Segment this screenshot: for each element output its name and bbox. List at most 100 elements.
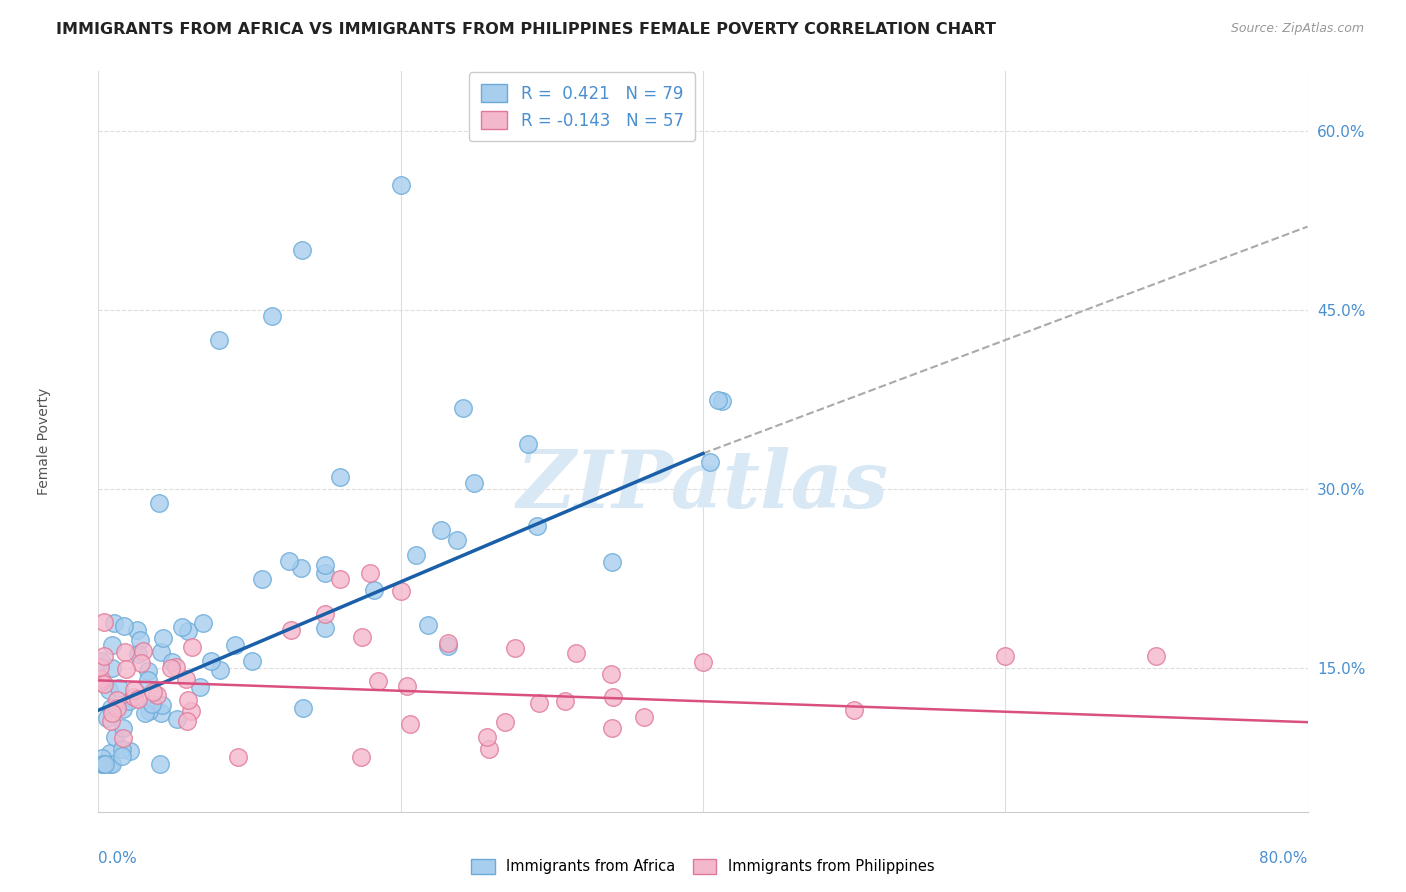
Point	[844, 703, 866, 717]
Point	[150, 698, 173, 712]
Point	[138, 704, 160, 718]
Point	[416, 617, 439, 632]
Point	[96, 711, 118, 725]
Point	[101, 638, 124, 652]
Point	[111, 749, 134, 764]
Point	[329, 572, 352, 586]
Point	[226, 749, 249, 764]
Point	[100, 706, 122, 721]
Point	[122, 690, 145, 704]
Point	[165, 660, 187, 674]
Point	[527, 696, 550, 710]
Point	[174, 673, 197, 687]
Point	[128, 633, 150, 648]
Point	[90, 654, 112, 668]
Point	[451, 401, 474, 416]
Point	[292, 701, 315, 715]
Point	[177, 624, 200, 638]
Point	[100, 714, 122, 728]
Point	[405, 548, 427, 562]
Point	[314, 566, 336, 581]
Point	[554, 693, 576, 707]
Point	[350, 749, 373, 764]
Point	[90, 675, 112, 690]
Point	[114, 645, 136, 659]
Point	[208, 333, 231, 347]
Point	[149, 645, 172, 659]
Point	[602, 722, 624, 736]
Point	[101, 756, 124, 771]
Point	[111, 741, 134, 756]
Point	[475, 731, 498, 745]
Point	[602, 690, 624, 705]
Point	[107, 681, 129, 695]
Point	[224, 638, 246, 652]
Point	[437, 639, 460, 653]
Point	[446, 533, 468, 547]
Point	[250, 572, 273, 586]
Point	[120, 744, 142, 758]
Point	[517, 437, 540, 451]
Point	[360, 566, 382, 580]
Point	[142, 684, 165, 698]
Point	[131, 644, 153, 658]
Point	[314, 607, 336, 622]
Point	[125, 624, 148, 638]
Point	[564, 646, 586, 660]
Point	[314, 621, 336, 635]
Point	[129, 657, 152, 671]
Point	[707, 392, 730, 407]
Point	[162, 655, 184, 669]
Text: Female Poverty: Female Poverty	[37, 388, 51, 495]
Point	[104, 730, 127, 744]
Point	[463, 475, 485, 490]
Point	[97, 682, 120, 697]
Point	[105, 693, 128, 707]
Point	[240, 654, 263, 668]
Point	[166, 712, 188, 726]
Text: IMMIGRANTS FROM AFRICA VS IMMIGRANTS FROM PHILIPPINES FEMALE POVERTY CORRELATION: IMMIGRANTS FROM AFRICA VS IMMIGRANTS FRO…	[56, 22, 997, 37]
Point	[93, 649, 115, 664]
Point	[112, 618, 135, 632]
Legend: Immigrants from Africa, Immigrants from Philippines: Immigrants from Africa, Immigrants from …	[465, 853, 941, 880]
Point	[437, 636, 460, 650]
Point	[141, 697, 163, 711]
Point	[127, 647, 149, 661]
Point	[138, 673, 160, 687]
Point	[148, 496, 170, 510]
Point	[395, 679, 418, 693]
Point	[389, 178, 412, 192]
Point	[112, 722, 135, 736]
Point	[280, 623, 302, 637]
Point	[291, 244, 314, 258]
Point	[146, 688, 169, 702]
Point	[112, 702, 135, 716]
Point	[118, 694, 141, 708]
Point	[91, 756, 114, 771]
Point	[172, 620, 194, 634]
Point	[115, 662, 138, 676]
Point	[93, 677, 115, 691]
Point	[430, 523, 453, 537]
Point	[278, 554, 301, 568]
Point	[262, 309, 284, 323]
Point	[314, 558, 336, 573]
Point	[329, 469, 352, 483]
Point	[633, 710, 655, 724]
Point	[100, 701, 122, 715]
Point	[89, 674, 111, 689]
Text: 80.0%: 80.0%	[1260, 851, 1308, 865]
Point	[200, 655, 222, 669]
Point	[98, 756, 121, 771]
Point	[105, 701, 128, 715]
Point	[177, 693, 200, 707]
Point	[90, 672, 112, 686]
Point	[149, 706, 172, 720]
Point	[176, 714, 198, 728]
Point	[124, 682, 146, 697]
Point	[89, 660, 111, 674]
Text: ZIPatlas: ZIPatlas	[517, 447, 889, 524]
Text: Source: ZipAtlas.com: Source: ZipAtlas.com	[1230, 22, 1364, 36]
Point	[503, 641, 526, 656]
Text: 0.0%: 0.0%	[98, 851, 138, 865]
